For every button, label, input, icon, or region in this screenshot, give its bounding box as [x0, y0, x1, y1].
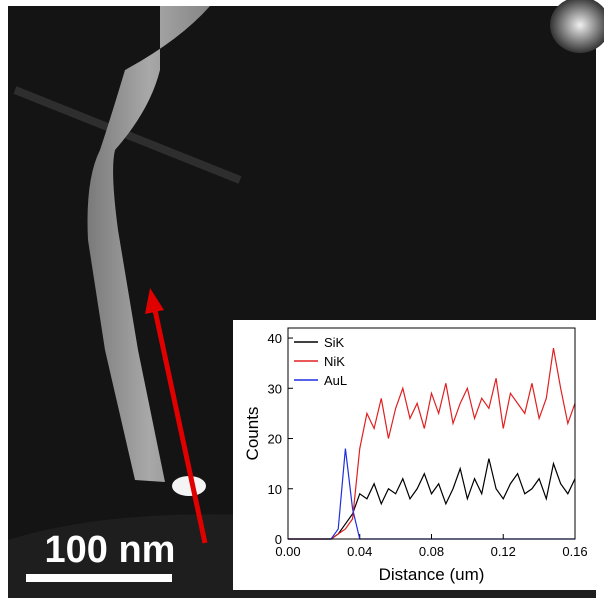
y-tick-label: 30	[268, 381, 282, 396]
y-tick-label: 40	[268, 331, 282, 346]
legend-label: AuL	[324, 373, 347, 388]
inset-chart: 0 10 20 30 40 0.00 0.04 0.08 0.12 0.16 Distance (u…	[243, 327, 588, 584]
y-tick-label: 20	[268, 432, 282, 447]
series-line	[288, 347, 576, 540]
legend-label: NiK	[324, 354, 345, 369]
x-axis-label: Distance (um)	[379, 565, 485, 584]
inset	[233, 320, 597, 590]
legend-label: SiK	[324, 335, 345, 350]
tip-particle	[172, 476, 206, 496]
plot-frame	[287, 327, 576, 540]
scan-arrow-head	[145, 288, 164, 314]
x-tick-label: 0.12	[491, 544, 516, 559]
x-tick-label: 0.08	[419, 544, 444, 559]
x-tick-label: 0.16	[562, 544, 587, 559]
y-tick-label: 10	[268, 482, 282, 497]
nanowire	[87, 6, 210, 482]
scale-bar	[26, 574, 172, 582]
background-fiber	[13, 86, 242, 184]
y-axis-label: Counts	[243, 407, 262, 461]
scan-arrow	[152, 309, 208, 544]
particle	[550, 0, 604, 53]
y-tick-label: 0	[275, 532, 282, 547]
x-tick-label: 0.04	[347, 544, 372, 559]
x-tick-label: 0.00	[275, 544, 300, 559]
scale-bar-label: 100 nm	[45, 529, 176, 571]
